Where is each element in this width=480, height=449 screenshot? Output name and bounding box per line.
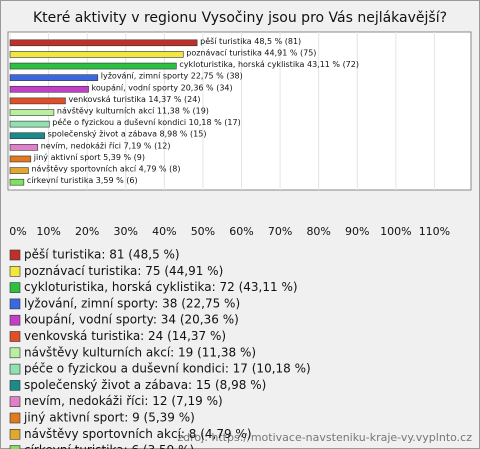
legend-label: koupání, vodní sporty: 34 (20,36 %) [24, 313, 239, 327]
legend-swatch [9, 428, 21, 440]
x-tick-label: 80% [306, 225, 330, 238]
x-tick-label: 20% [75, 225, 99, 238]
bar [9, 85, 89, 93]
legend-label: venkovská turistika: 24 (14,37 %) [24, 329, 226, 343]
data-label: koupání, vodní sporty 20,36 % (34) [92, 83, 233, 92]
legend-label: péče o fyzickou a duševní kondici: 17 (1… [24, 362, 311, 376]
bar [9, 167, 29, 174]
data-label: návštěvy sportovních akcí 4,79 % (8) [31, 164, 180, 174]
bar [9, 51, 184, 58]
legend-swatch [9, 298, 21, 310]
legend-swatch [9, 249, 21, 261]
legend-label: nevím, nedokáži říci: 12 (7,19 %) [24, 394, 223, 408]
data-label: cykloturistika, horská cyklistika 43,11 … [179, 60, 359, 69]
legend-swatch [9, 396, 21, 408]
legend-swatch [9, 445, 21, 449]
chart-title: Které aktivity v regionu Vysočiny jsou p… [33, 10, 447, 26]
x-tick-label: 30% [114, 225, 138, 238]
data-label: návštěvy kulturních akcí 11,38 % (19) [57, 106, 209, 116]
x-tick-label: 90% [345, 225, 369, 238]
source: zdroj: https://motivace-navsteniku-kraje… [177, 431, 472, 444]
bar [9, 144, 39, 151]
data-label: venkovská turistika 14,37 % (24) [68, 95, 200, 104]
legend-swatch [9, 412, 21, 424]
legend-label: poznávací turistika: 75 (44,91 %) [24, 264, 223, 278]
data-label: péče o fyzickou a duševní kondici 10,18 … [52, 117, 240, 127]
bar [9, 62, 177, 70]
legend-label: návštěvy kulturních akcí: 19 (11,38 %) [24, 345, 256, 359]
legend-swatch [9, 282, 21, 293]
x-tick-label: 0% [9, 225, 26, 238]
bar [9, 132, 45, 140]
legend-swatch [9, 380, 21, 391]
legend-swatch [9, 347, 21, 359]
x-tick-label: 60% [229, 225, 253, 238]
legend-label: společenský život a zábava: 15 (8,98 %) [24, 378, 266, 392]
data-label: církevní turistika 3,59 % (6) [27, 176, 138, 185]
legend-swatch [9, 265, 21, 277]
legend-swatch [9, 314, 21, 326]
bar [9, 39, 198, 47]
legend-label: církevní turistika: 6 (3,59 %) [24, 443, 194, 449]
legend-label: návštěvy sportovních akcí: 8 (4,79 %) [24, 427, 252, 441]
bar [9, 155, 32, 163]
legend-label: cykloturistika, horská cyklistika: 72 (4… [24, 280, 298, 294]
x-tick-label: 110% [419, 225, 450, 238]
legend-label: lyžování, zimní sporty: 38 (22,75 %) [24, 296, 240, 310]
bar [9, 74, 99, 81]
legend-swatch [9, 331, 21, 342]
data-label: společenský život a zábava 8,98 % (15) [48, 129, 207, 139]
x-tick-label: 70% [268, 225, 292, 238]
data-label: poznávací turistika 44,91 % (75) [186, 48, 316, 57]
legend-label: jiný aktivní sport: 9 (5,39 %) [23, 411, 195, 425]
bar [9, 178, 25, 186]
x-tick-label: 10% [36, 225, 60, 238]
data-label: jiný aktivní sport 5,39 % (9) [33, 153, 145, 162]
legend-label: pěší turistika: 81 (48,5 %) [24, 248, 180, 262]
bar [9, 97, 66, 105]
data-label: nevím, nedokáži říci 7,19 % (12) [41, 141, 171, 150]
bar [9, 109, 55, 116]
bar [9, 120, 50, 128]
legend-swatch [9, 363, 21, 375]
x-tick-label: 40% [152, 225, 176, 238]
data-label: pěší turistika 48,5 % (81) [200, 36, 301, 46]
x-tick-label: 100% [380, 225, 411, 238]
plot-area [7, 31, 472, 191]
x-tick-label: 50% [191, 225, 215, 238]
data-label: lyžování, zimní sporty 22,75 % (38) [101, 72, 243, 81]
